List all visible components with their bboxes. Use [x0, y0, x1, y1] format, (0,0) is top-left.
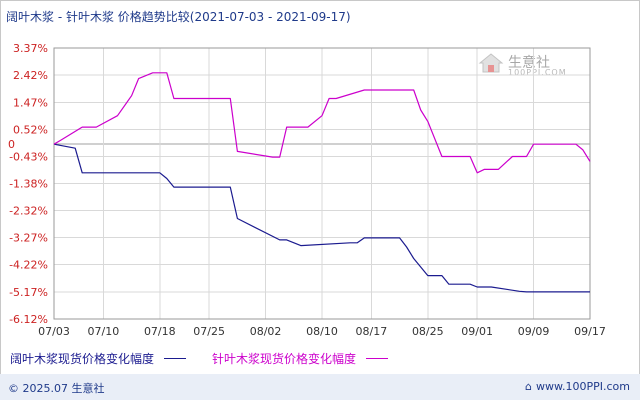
x-tick-label: 09/01 — [461, 325, 493, 338]
y-tick-label: 3.37% — [13, 42, 48, 55]
x-tick-label: 08/02 — [250, 325, 282, 338]
x-tick-label: 07/03 — [38, 325, 70, 338]
x-tick-label: 08/10 — [306, 325, 338, 338]
y-tick-label: -1.38% — [9, 178, 48, 191]
x-tick-label: 07/25 — [193, 325, 225, 338]
watermark: 生意社 100PPI.COM — [478, 52, 566, 77]
x-tick-label: 07/18 — [144, 325, 176, 338]
x-tick-label: 09/09 — [518, 325, 550, 338]
y-tick-label: -6.12% — [9, 313, 48, 326]
legend: 阔叶木浆现货价格变化幅度 针叶木浆现货价格变化幅度 — [10, 350, 414, 367]
footer-copyright: © 2025.07 生意社 — [8, 382, 105, 395]
y-tick-label: 0 — [8, 138, 15, 151]
y-tick-label: 1.47% — [13, 96, 48, 109]
footer-site-text: www.100PPI.com — [536, 380, 630, 393]
watermark-sub: 100PPI.COM — [508, 68, 567, 77]
plot-border — [53, 47, 591, 320]
legend-item-series1: 阔叶木浆现货价格变化幅度 — [10, 350, 187, 367]
legend-item-series2: 针叶木浆现货价格变化幅度 — [212, 350, 389, 367]
legend-swatch-series2 — [366, 358, 389, 359]
footer: © 2025.07 生意社 ⌂ www.100PPI.com — [0, 374, 640, 400]
footer-site-link[interactable]: ⌂ www.100PPI.com — [525, 380, 630, 393]
chart-title: 阔叶木浆 - 针叶木浆 价格趋势比较(2021-07-03 - 2021-09-… — [6, 10, 351, 24]
watermark-text: 生意社 — [508, 55, 550, 71]
y-tick-label: -2.32% — [9, 204, 48, 217]
x-tick-label: 07/10 — [88, 325, 120, 338]
y-tick-label: -5.17% — [9, 286, 48, 299]
house-logo-icon — [478, 53, 504, 73]
y-tick-label: -3.27% — [9, 232, 48, 245]
x-tick-label: 08/25 — [412, 325, 444, 338]
x-tick-label: 09/17 — [574, 325, 606, 338]
legend-swatch-series1 — [164, 358, 187, 359]
y-tick-label: 0.52% — [13, 123, 48, 136]
series-line-2 — [53, 72, 591, 174]
x-tick-label: 08/17 — [356, 325, 388, 338]
legend-label-series1: 阔叶木浆现货价格变化幅度 — [10, 352, 155, 366]
y-tick-label: -4.22% — [9, 259, 48, 272]
y-tick-label: -0.43% — [9, 151, 48, 164]
home-icon: ⌂ — [525, 380, 533, 393]
y-tick-label: 2.42% — [13, 69, 48, 82]
series-line-1 — [53, 143, 590, 293]
legend-label-series2: 针叶木浆现货价格变化幅度 — [212, 352, 357, 366]
